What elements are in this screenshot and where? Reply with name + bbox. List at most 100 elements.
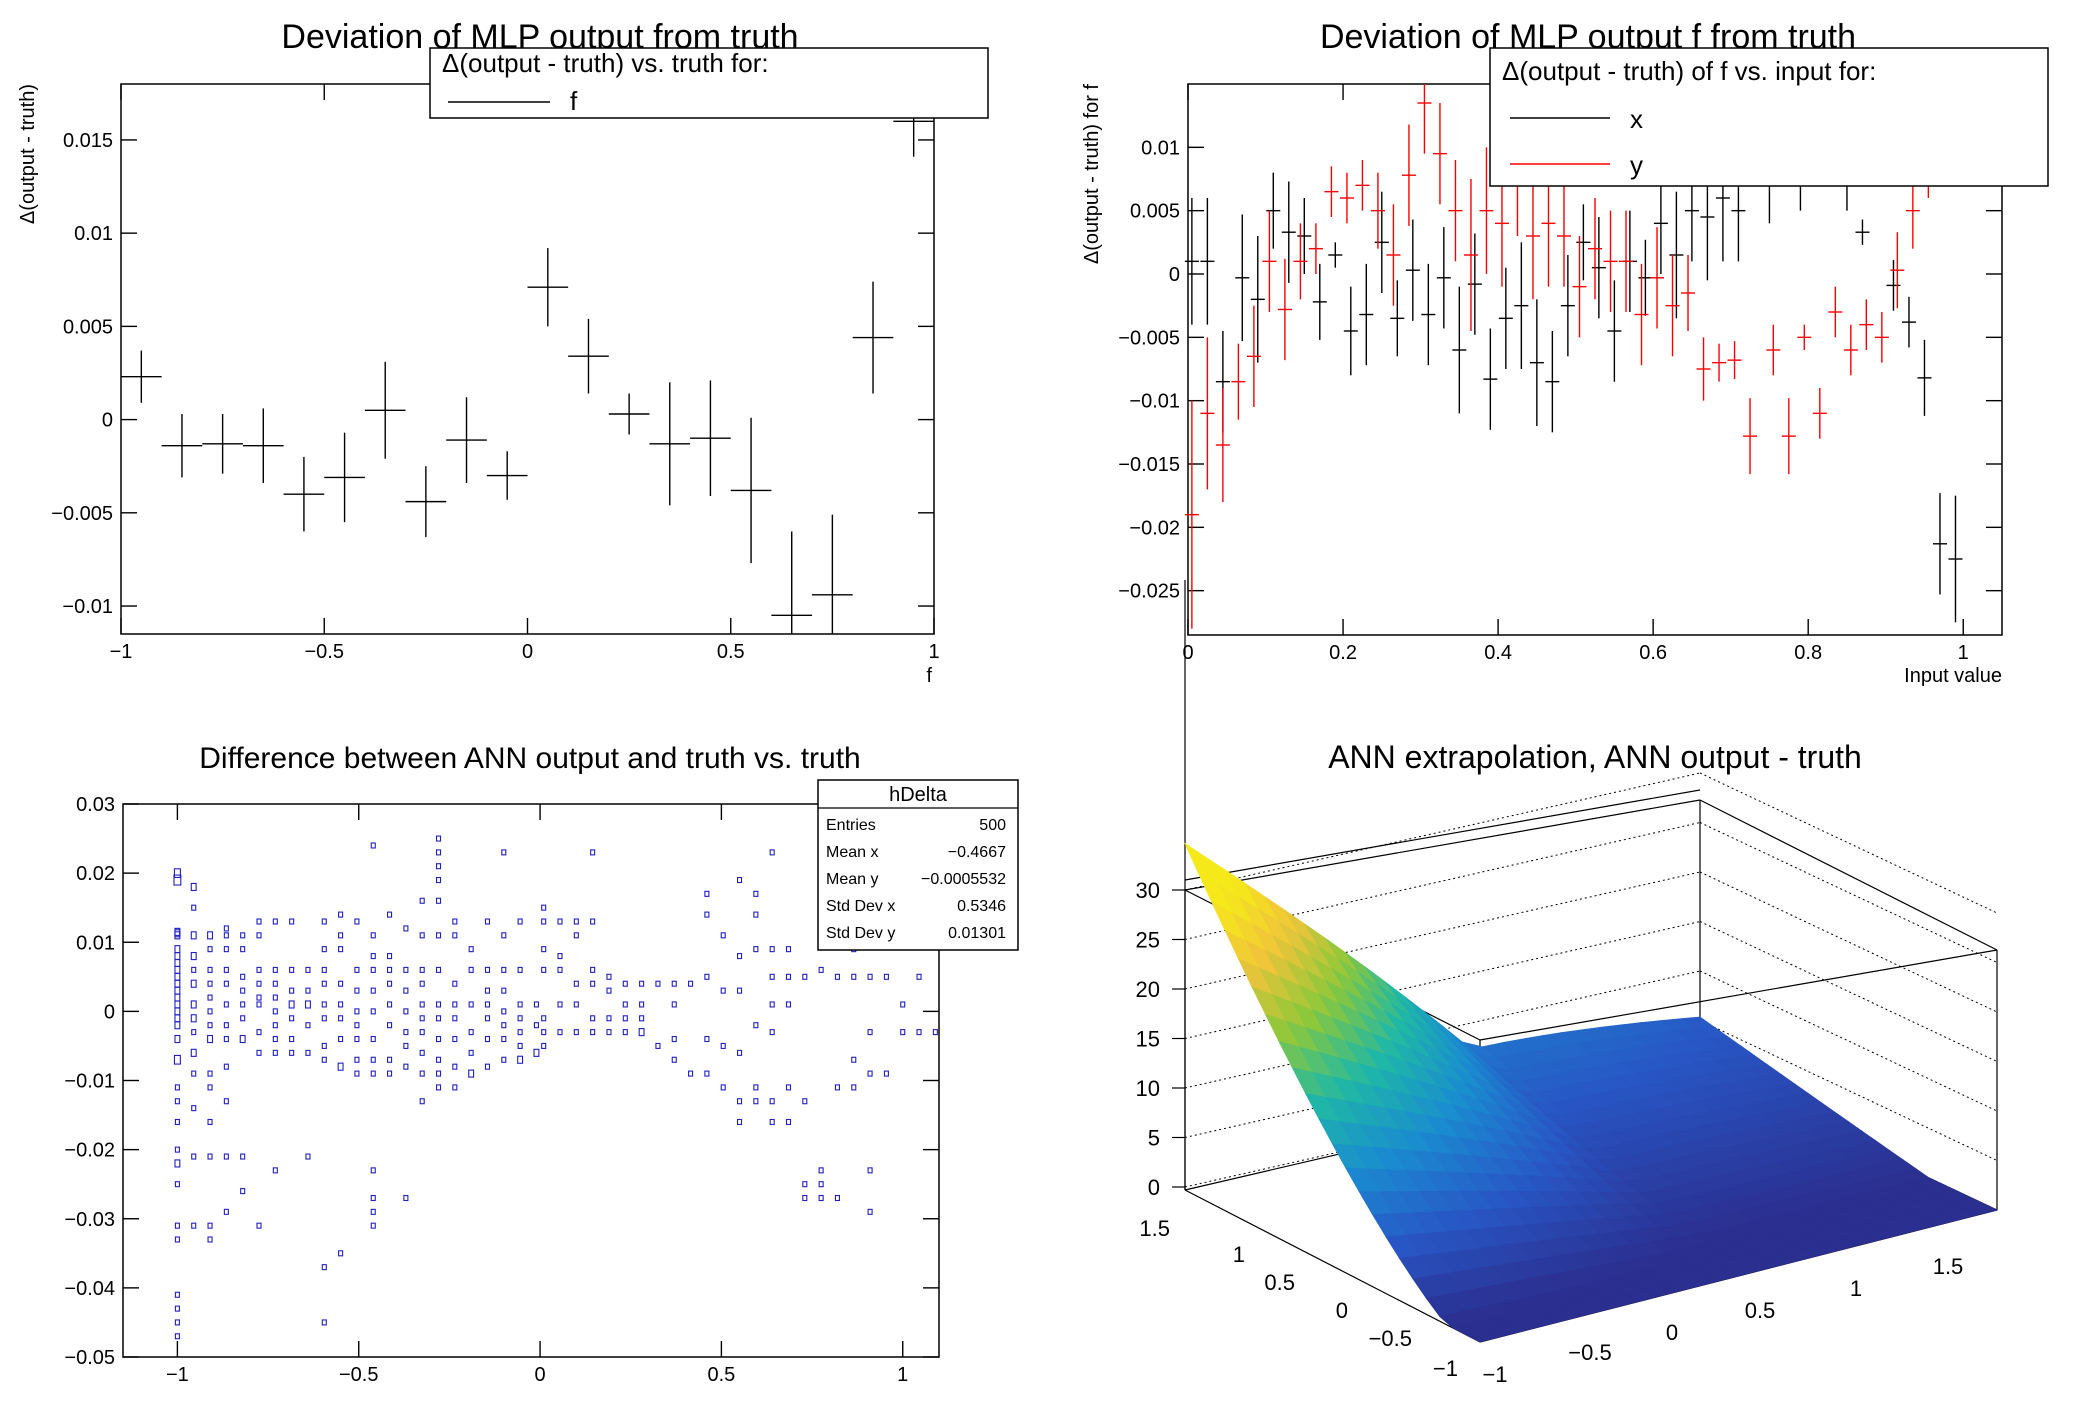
panel3-cell-209 <box>484 1035 491 1043</box>
panel3-cell-235 <box>541 1042 547 1049</box>
panel3-cell-297 <box>769 1029 775 1036</box>
panel3-cell-20 <box>174 1098 180 1105</box>
panel3-cell-262 <box>639 1015 645 1022</box>
panel3-cell-159 <box>403 925 409 932</box>
panel3-cell-95 <box>272 1035 278 1043</box>
panel3-cell-231 <box>541 946 547 953</box>
panel3-cell-39 <box>191 1029 197 1036</box>
panel4-ztick-label-4: 20 <box>1136 977 1160 1002</box>
panel3-cell-5 <box>174 945 181 954</box>
panel3-cell-133 <box>354 1008 360 1015</box>
panel3-cell-141 <box>370 966 376 973</box>
panel3-cell-161 <box>403 987 409 994</box>
panel2-ytick-label-7: 0.01 <box>1141 137 1180 159</box>
panel3-cell-258 <box>622 1015 628 1022</box>
panel3-cell-37 <box>190 1000 197 1009</box>
panel3-cell-10 <box>174 979 181 988</box>
panel3-cell-221 <box>517 1001 523 1008</box>
panel3-cell-61 <box>223 946 229 953</box>
panel3-cell-88 <box>256 1222 262 1229</box>
panel3-cell-292 <box>753 1098 759 1105</box>
panel3-cell-76 <box>240 1015 246 1022</box>
panel3-cell-155 <box>387 1001 393 1008</box>
panel3-cell-240 <box>557 1029 563 1036</box>
panel3-cell-219 <box>517 918 523 925</box>
panel3-cell-87 <box>256 1049 262 1056</box>
panel3-cell-117 <box>321 1042 327 1049</box>
panel3-stats-box: hDelta Entries 500 Mean x −0.4667 Mean y… <box>817 779 1019 951</box>
panel3-cell-214 <box>501 987 507 994</box>
panel3-cell-172 <box>419 1015 425 1022</box>
panel3-cell-4 <box>174 931 181 940</box>
panel3-cell-249 <box>590 980 596 987</box>
panel3-cell-36 <box>190 979 197 988</box>
panel3-cell-216 <box>501 1022 507 1029</box>
panel3-cell-140 <box>370 953 376 960</box>
panel3-cell-298 <box>769 1098 775 1105</box>
panel3-cell-8 <box>174 965 181 974</box>
panel2-ylabel: Δ(output - truth) for f <box>1081 84 1103 265</box>
panel3-cell-75 <box>240 1001 246 1008</box>
panel3-ytick-label-7: 0.02 <box>76 863 115 885</box>
panel3-cell-305 <box>802 973 808 980</box>
panel3-cell-213 <box>501 966 507 973</box>
panel3-cell-212 <box>501 932 507 939</box>
panel3-cell-79 <box>240 1188 246 1195</box>
panel4-zgrid-right-3 <box>1699 921 1998 1062</box>
panel3-cell-153 <box>387 966 393 973</box>
panel4-axes: 0 5 10 15 20 25 30 1.5 1 0.5 0 −0.5 −1 −1 −0.5 0 0.5 1 1.5 <box>1136 878 1964 1387</box>
panel4-zgrid-left-5 <box>1184 822 1701 940</box>
panel3-stats-label-2: Mean y <box>826 871 878 888</box>
panel3-cell-152 <box>387 953 393 960</box>
panel3-cell-158 <box>387 1070 393 1077</box>
panel3-cell-178 <box>435 849 442 856</box>
panel3-cell-239 <box>557 1001 563 1008</box>
panel3-cell-143 <box>370 1008 376 1015</box>
panel3-cell-294 <box>769 946 775 953</box>
panel3-ytick-label-3: −0.02 <box>64 1140 115 1162</box>
panel3-ytick-label-5: 0 <box>104 1001 115 1023</box>
panel3-cell-193 <box>452 1001 458 1008</box>
panel3-cell-165 <box>403 1063 409 1070</box>
panel4-ytick-label-2: 0.5 <box>1264 1270 1295 1295</box>
panel3-cell-177 <box>435 835 442 842</box>
panel3-cell-314 <box>834 1084 841 1091</box>
panel3-cell-33 <box>190 931 197 940</box>
panel3-cell-173 <box>419 1029 425 1036</box>
panel3-cell-29 <box>174 1319 180 1326</box>
panel3-cell-25 <box>174 1222 180 1229</box>
panel3-cell-207 <box>484 1001 491 1008</box>
panel3-cell-309 <box>818 966 824 973</box>
panel3-cell-74 <box>240 987 246 994</box>
panel3-cell-241 <box>573 918 579 925</box>
panel3-cell-24 <box>174 1181 180 1188</box>
panel3-cell-227 <box>533 1022 539 1029</box>
panel2-ytick-label-0: −0.025 <box>1118 581 1180 603</box>
panel3-cell-191 <box>452 932 458 939</box>
panel3-cell-126 <box>338 1015 344 1022</box>
panel3-cell-150 <box>370 1222 376 1229</box>
panel3-cell-318 <box>851 973 857 980</box>
panel3-cell-162 <box>403 1008 409 1015</box>
panel3-cell-53 <box>207 1070 213 1077</box>
panel3-cell-257 <box>622 1001 628 1008</box>
panel3-cell-132 <box>354 987 360 994</box>
panel3-cell-120 <box>321 1319 327 1326</box>
panel3-cell-85 <box>256 1001 262 1008</box>
panel3-cell-245 <box>573 1029 579 1036</box>
panel3-cell-38 <box>190 1014 197 1023</box>
panel3-cell-7 <box>174 958 181 968</box>
panel3-cell-256 <box>622 980 628 987</box>
panel3-cell-255 <box>606 1029 612 1036</box>
panel3-cell-91 <box>272 980 278 987</box>
panel3-cell-52 <box>207 1034 214 1044</box>
panel3-cell-142 <box>370 987 376 994</box>
panel4-top-back-right <box>1699 799 1998 951</box>
panel3-cell-72 <box>240 946 246 953</box>
panel3-cell-11 <box>174 986 181 995</box>
panel3-cell-295 <box>769 973 775 980</box>
panel1-xtick-label-2: 0 <box>522 641 533 663</box>
panel3-cell-279 <box>720 1042 726 1049</box>
panel1-legend-label-f: f <box>570 86 578 116</box>
